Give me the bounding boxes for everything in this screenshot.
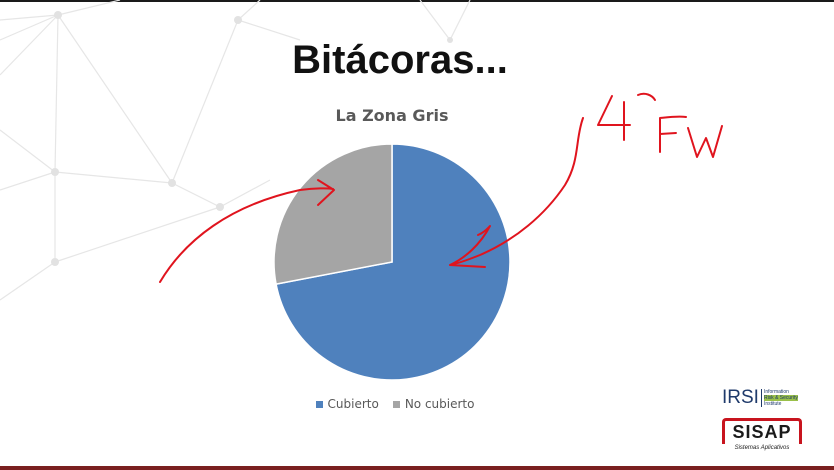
irsi-logo: IRSI Information Risk & Security Institu… xyxy=(722,386,808,410)
chart-title: La Zona Gris xyxy=(335,106,449,125)
irsi-tagline: Information Risk & Security Institute xyxy=(760,389,798,407)
bottom-border xyxy=(0,466,834,470)
top-border xyxy=(0,0,834,2)
sisap-logo: SISAP xyxy=(722,418,802,444)
legend-label-cubierto: Cubierto xyxy=(327,397,379,411)
legend-item-cubierto: Cubierto xyxy=(315,397,379,411)
company-logos: IRSI Information Risk & Security Institu… xyxy=(722,386,808,456)
legend-swatch-no-cubierto xyxy=(392,400,400,408)
sisap-subtitle: Sistemas Aplicativos xyxy=(734,445,790,451)
pie-slice-no-cubierto xyxy=(273,143,393,285)
irsi-wordmark: IRSI xyxy=(722,387,759,408)
chart-legend: Cubierto No cubierto xyxy=(300,397,490,411)
legend-swatch-cubierto xyxy=(315,400,323,408)
legend-label-no-cubierto: No cubierto xyxy=(404,397,475,411)
slide-title: Bitácoras... xyxy=(292,38,508,82)
sisap-wordmark: SISAP xyxy=(732,422,792,442)
legend-item-no-cubierto: No cubierto xyxy=(392,397,475,411)
